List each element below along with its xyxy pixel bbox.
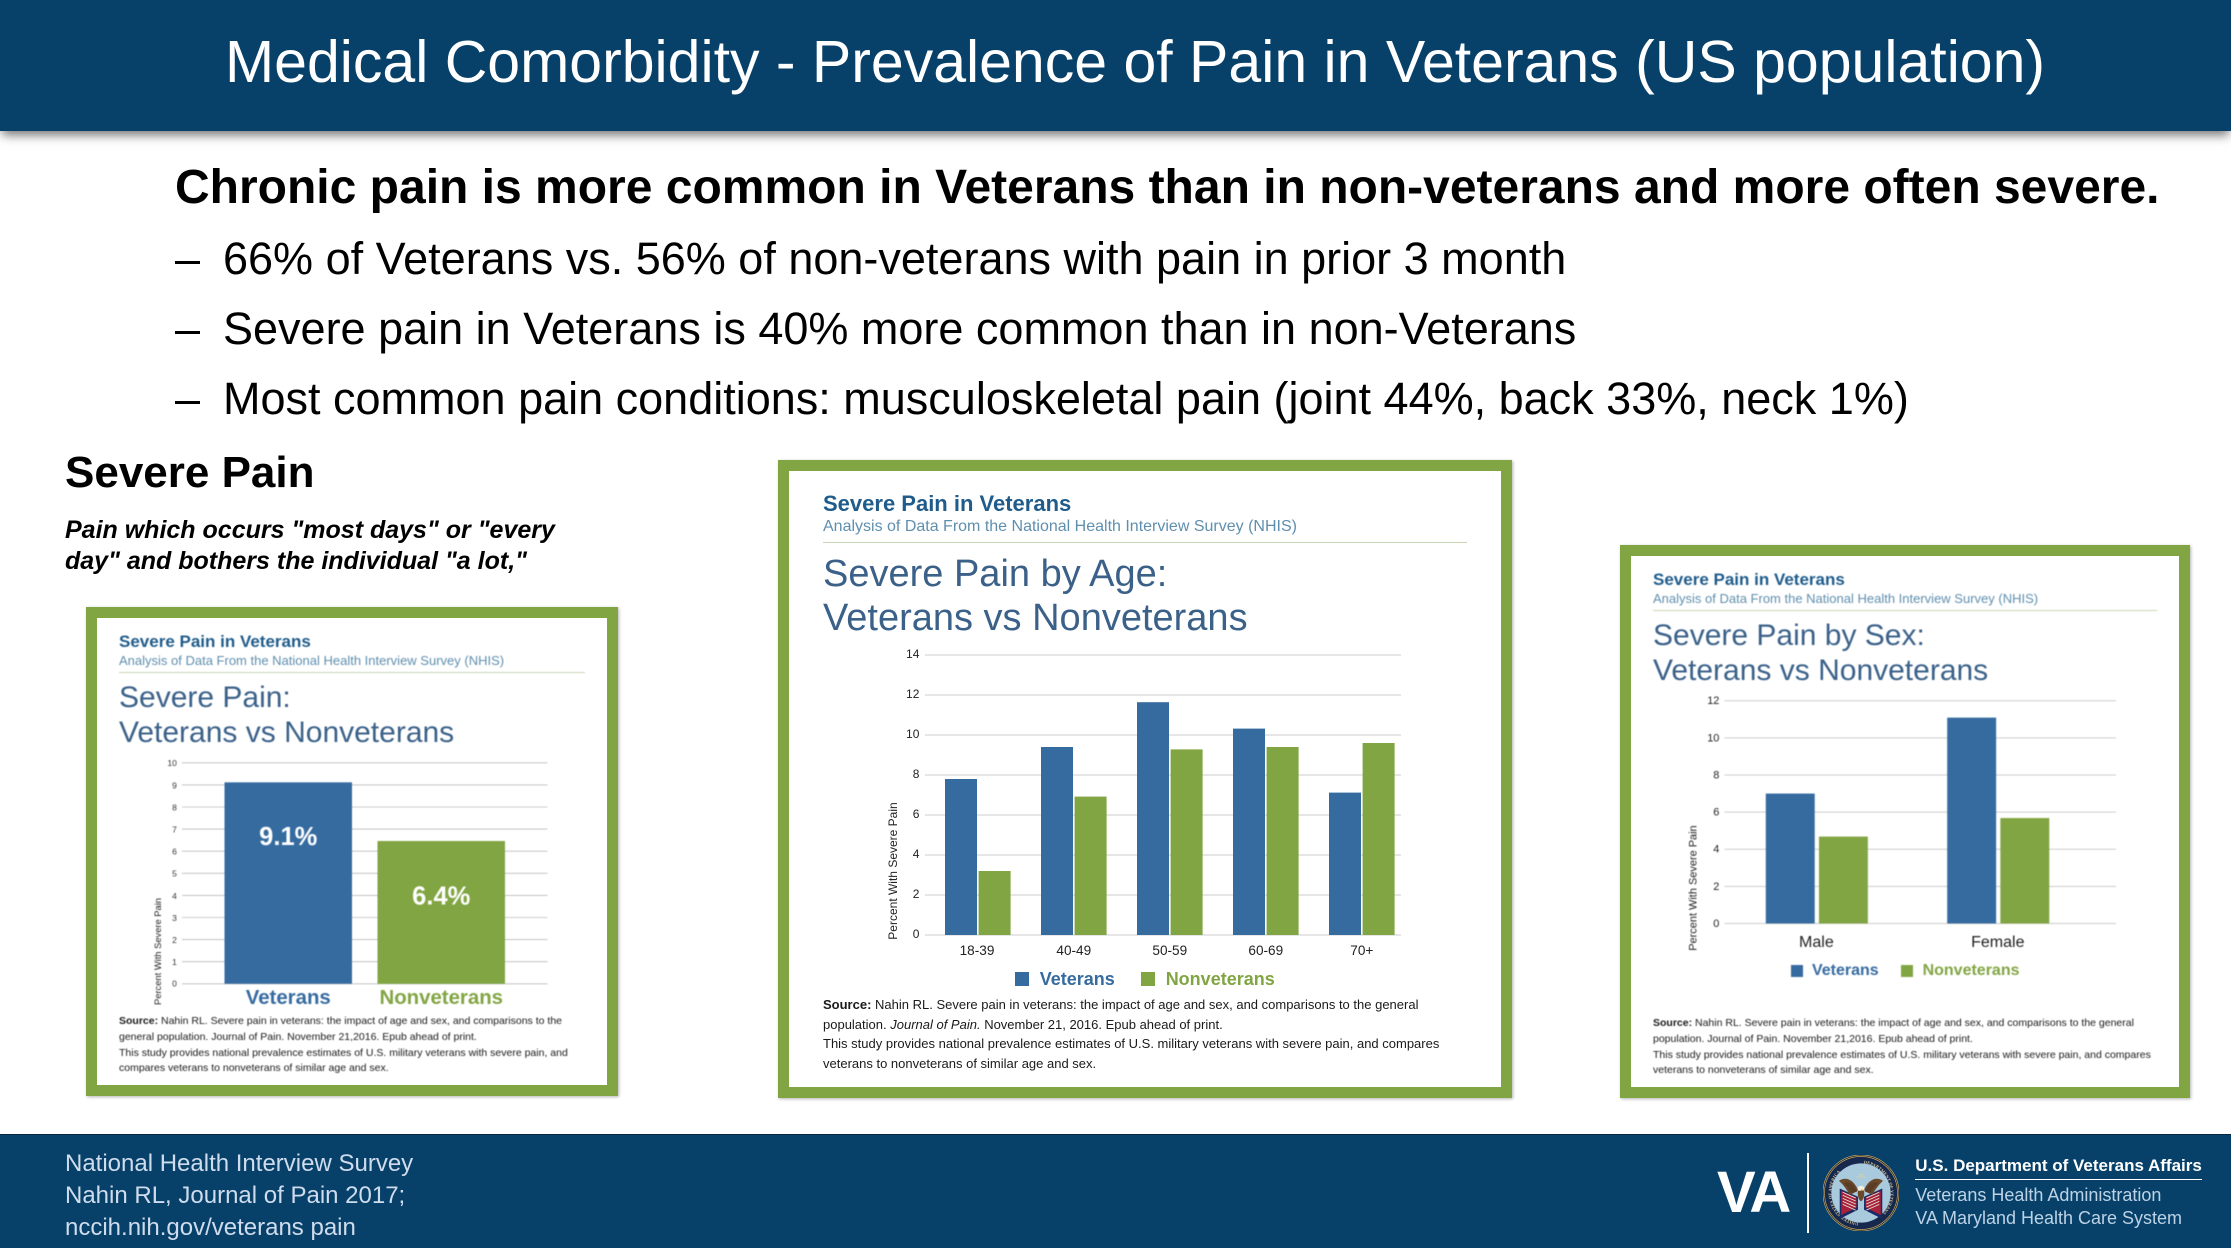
svg-text:12: 12 (1707, 696, 1719, 708)
svg-text:2: 2 (913, 887, 920, 901)
svg-text:10: 10 (1707, 733, 1719, 745)
svg-text:6.4%: 6.4% (412, 883, 470, 911)
svg-text:70+: 70+ (1350, 943, 1373, 958)
svg-text:0: 0 (1713, 918, 1719, 930)
svg-text:9.1%: 9.1% (259, 824, 317, 852)
svg-text:2: 2 (172, 935, 177, 945)
svg-text:Male: Male (1799, 934, 1834, 952)
svg-text:Female: Female (1971, 934, 2024, 952)
svg-text:Percent With Severe Pain: Percent With Severe Pain (1688, 826, 1700, 951)
svg-text:40-49: 40-49 (1056, 943, 1091, 958)
svg-text:Percent With Severe Pain: Percent With Severe Pain (153, 898, 163, 1005)
svg-text:0: 0 (172, 979, 177, 989)
svg-text:9: 9 (172, 781, 177, 791)
svg-text:10: 10 (167, 759, 177, 769)
svg-text:3: 3 (172, 913, 177, 923)
svg-text:2: 2 (1713, 881, 1719, 893)
svg-text:6: 6 (172, 847, 177, 857)
svg-text:10: 10 (906, 727, 920, 741)
svg-text:4: 4 (172, 891, 177, 901)
svg-text:6: 6 (913, 807, 920, 821)
svg-text:5: 5 (172, 869, 177, 879)
svg-text:0: 0 (913, 927, 920, 941)
svg-text:50-59: 50-59 (1152, 943, 1187, 958)
svg-text:14: 14 (906, 647, 920, 661)
svg-text:8: 8 (1713, 770, 1719, 782)
svg-text:6: 6 (1713, 807, 1719, 819)
svg-text:1: 1 (172, 957, 177, 967)
svg-text:Percent With Severe Pain: Percent With Severe Pain (886, 802, 900, 939)
svg-text:Veterans: Veterans (246, 988, 331, 1010)
svg-text:4: 4 (1713, 844, 1719, 856)
svg-text:8: 8 (913, 767, 920, 781)
svg-text:4: 4 (913, 847, 920, 861)
svg-text:60-69: 60-69 (1248, 943, 1283, 958)
svg-text:8: 8 (172, 803, 177, 813)
svg-text:18-39: 18-39 (960, 943, 995, 958)
svg-text:Nonveterans: Nonveterans (379, 988, 503, 1010)
svg-text:7: 7 (172, 825, 177, 835)
svg-text:12: 12 (906, 687, 920, 701)
